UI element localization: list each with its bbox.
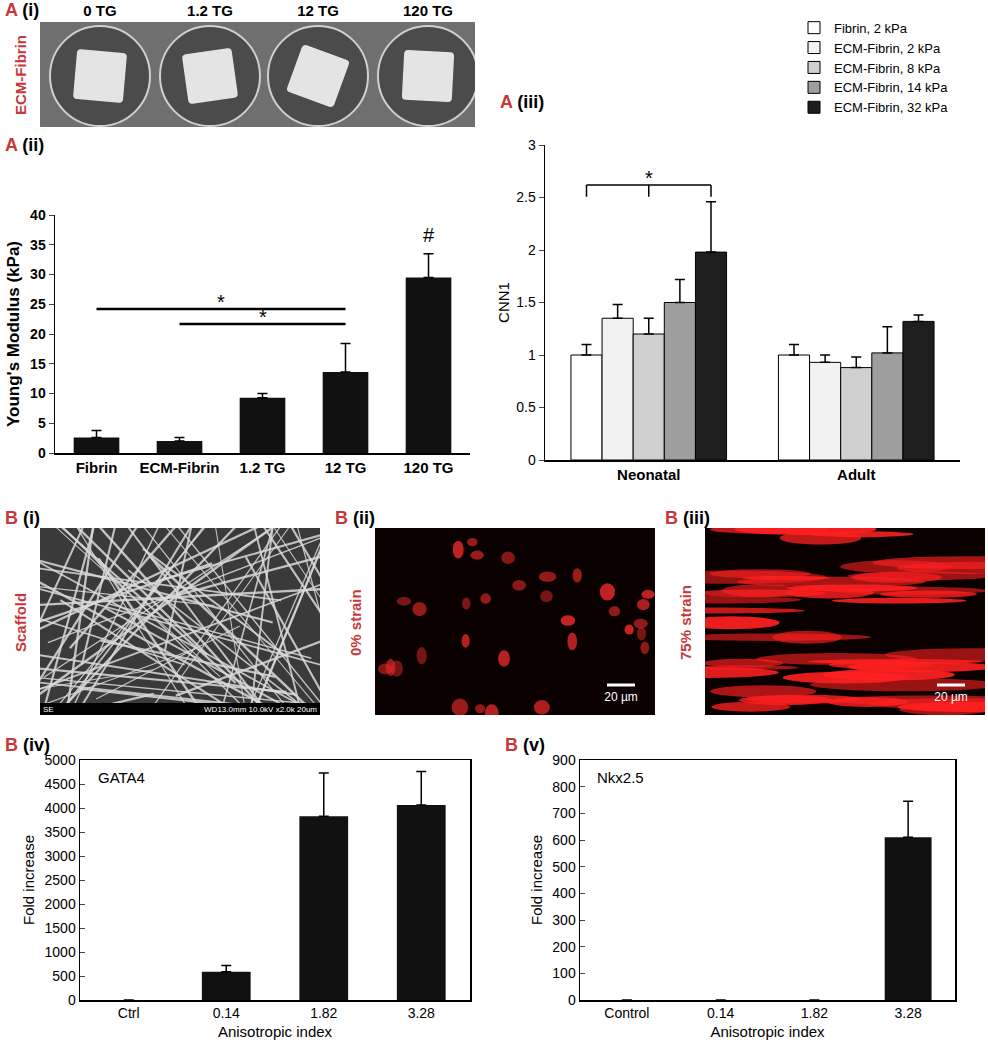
svg-text:3500: 3500 bbox=[45, 824, 76, 840]
svg-text:120 TG: 120 TG bbox=[403, 459, 453, 476]
svg-text:0: 0 bbox=[568, 992, 576, 1008]
svg-text:WD13.0mm 10.0kV x2.0k 20um: WD13.0mm 10.0kV x2.0k 20um bbox=[204, 705, 317, 714]
svg-text:1: 1 bbox=[528, 347, 536, 363]
svg-text:2000: 2000 bbox=[45, 896, 76, 912]
svg-text:Adult: Adult bbox=[837, 466, 875, 483]
svg-text:800: 800 bbox=[552, 779, 576, 795]
svg-text:5: 5 bbox=[38, 415, 46, 431]
html-text:12 TG: 12 TG bbox=[297, 2, 339, 19]
html-text:B (i): B (i) bbox=[5, 508, 40, 528]
svg-text:1000: 1000 bbox=[45, 944, 76, 960]
html-text:B (v): B (v) bbox=[505, 735, 545, 755]
html-text:B (ii): B (ii) bbox=[335, 508, 375, 528]
svg-text:3.28: 3.28 bbox=[895, 1005, 922, 1021]
html-text:A (iii): A (iii) bbox=[500, 92, 545, 112]
svg-text:ECM-Fibrin, 2 kPa: ECM-Fibrin, 2 kPa bbox=[834, 41, 941, 56]
html-text:B (iii): B (iii) bbox=[665, 508, 710, 528]
svg-text:Control: Control bbox=[604, 1005, 649, 1021]
svg-text:5000: 5000 bbox=[45, 752, 76, 768]
svg-text:Neonatal: Neonatal bbox=[617, 466, 680, 483]
svg-text:ECM-Fibrin: ECM-Fibrin bbox=[140, 459, 220, 476]
html-text:ECM-Fibrin: ECM-Fibrin bbox=[12, 35, 29, 115]
svg-text:0: 0 bbox=[38, 445, 46, 461]
svg-text:3.28: 3.28 bbox=[408, 1005, 435, 1021]
svg-text:*: * bbox=[259, 306, 267, 328]
svg-text:ECM-Fibrin, 32 kPa: ECM-Fibrin, 32 kPa bbox=[834, 100, 948, 115]
svg-text:500: 500 bbox=[52, 968, 76, 984]
svg-text:2500: 2500 bbox=[45, 872, 76, 888]
svg-text:Nkx2.5: Nkx2.5 bbox=[597, 769, 644, 786]
svg-text:1.82: 1.82 bbox=[310, 1005, 337, 1021]
svg-text:Anisotropic index: Anisotropic index bbox=[710, 1023, 825, 1040]
svg-text:1500: 1500 bbox=[45, 920, 76, 936]
svg-text:Anisotropic index: Anisotropic index bbox=[218, 1023, 333, 1040]
svg-text:3000: 3000 bbox=[45, 848, 76, 864]
svg-text:Young's Modulus (kPa): Young's Modulus (kPa) bbox=[4, 241, 23, 427]
svg-text:15: 15 bbox=[30, 356, 46, 372]
svg-text:40: 40 bbox=[30, 207, 46, 223]
svg-text:600: 600 bbox=[552, 832, 576, 848]
svg-text:4500: 4500 bbox=[45, 776, 76, 792]
svg-text:400: 400 bbox=[552, 885, 576, 901]
html-text:0% strain: 0% strain bbox=[347, 589, 364, 656]
svg-text:3: 3 bbox=[528, 137, 536, 153]
svg-text:0: 0 bbox=[528, 452, 536, 468]
svg-text:300: 300 bbox=[552, 912, 576, 928]
svg-text:Fibrin: Fibrin bbox=[76, 459, 118, 476]
svg-text:10: 10 bbox=[30, 385, 46, 401]
html-text:75% strain: 75% strain bbox=[677, 585, 694, 660]
svg-text:4000: 4000 bbox=[45, 800, 76, 816]
svg-text:1.82: 1.82 bbox=[801, 1005, 828, 1021]
svg-text:2.5: 2.5 bbox=[516, 189, 536, 205]
svg-text:Fold increase: Fold increase bbox=[20, 835, 37, 925]
svg-text:20: 20 bbox=[30, 326, 46, 342]
svg-text:Ctrl: Ctrl bbox=[118, 1005, 140, 1021]
svg-text:1.2 TG: 1.2 TG bbox=[240, 459, 286, 476]
svg-text:CNN1: CNN1 bbox=[495, 282, 512, 323]
svg-text:35: 35 bbox=[30, 237, 46, 253]
svg-text:12 TG: 12 TG bbox=[325, 459, 367, 476]
svg-text:ECM-Fibrin, 8 kPa: ECM-Fibrin, 8 kPa bbox=[834, 61, 941, 76]
svg-text:200: 200 bbox=[552, 939, 576, 955]
html-text:Scaffold: Scaffold bbox=[12, 592, 29, 653]
svg-text:0.14: 0.14 bbox=[213, 1005, 240, 1021]
svg-text:20 µm: 20 µm bbox=[934, 690, 968, 704]
svg-text:700: 700 bbox=[552, 805, 576, 821]
svg-text:*: * bbox=[645, 167, 653, 189]
svg-text:ECM-Fibrin, 14 kPa: ECM-Fibrin, 14 kPa bbox=[834, 80, 948, 95]
svg-text:0.14: 0.14 bbox=[707, 1005, 734, 1021]
svg-text:SE: SE bbox=[43, 705, 54, 714]
svg-text:#: # bbox=[423, 224, 435, 246]
svg-text:1.5: 1.5 bbox=[516, 294, 536, 310]
svg-text:Fold increase: Fold increase bbox=[528, 835, 545, 925]
html-text:A (ii): A (ii) bbox=[5, 135, 45, 155]
html-text:A (i): A (i) bbox=[5, 0, 40, 20]
svg-text:Fibrin, 2 kPa: Fibrin, 2 kPa bbox=[834, 21, 908, 36]
html-text:0 TG: 0 TG bbox=[83, 2, 117, 19]
html-text:1.2 TG: 1.2 TG bbox=[187, 2, 233, 19]
svg-text:25: 25 bbox=[30, 296, 46, 312]
svg-text:20 µm: 20 µm bbox=[604, 690, 638, 704]
html-text:120 TG: 120 TG bbox=[403, 2, 453, 19]
svg-text:2: 2 bbox=[528, 242, 536, 258]
svg-text:GATA4: GATA4 bbox=[98, 769, 145, 786]
svg-text:900: 900 bbox=[552, 752, 576, 768]
svg-text:0.5: 0.5 bbox=[516, 399, 536, 415]
svg-text:30: 30 bbox=[30, 266, 46, 282]
svg-text:500: 500 bbox=[552, 859, 576, 875]
svg-text:100: 100 bbox=[552, 965, 576, 981]
svg-text:*: * bbox=[217, 291, 225, 313]
svg-text:0: 0 bbox=[68, 992, 76, 1008]
html-text:B (iv): B (iv) bbox=[5, 735, 50, 755]
